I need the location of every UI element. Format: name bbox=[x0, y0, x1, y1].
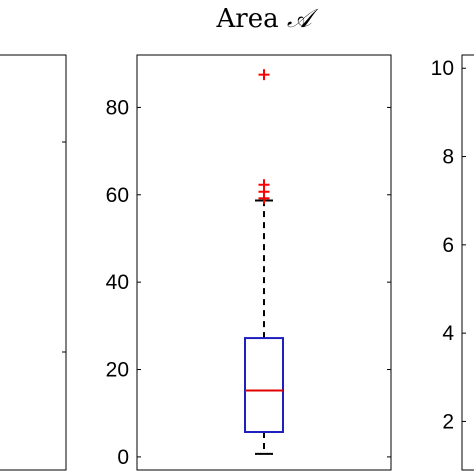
y-tick-label: 10 bbox=[431, 57, 454, 80]
y-tick-label: 6 bbox=[442, 234, 454, 257]
left-plot-panel bbox=[0, 54, 67, 471]
y-tick-label: 20 bbox=[106, 359, 129, 382]
y-tick-label: 60 bbox=[106, 184, 129, 207]
chart-title-symbol: 𝒜 bbox=[287, 4, 319, 34]
outlier-point bbox=[258, 192, 270, 204]
outlier-point bbox=[258, 69, 270, 81]
y-tick-label: 2 bbox=[442, 410, 454, 433]
y-tick-label: 4 bbox=[442, 322, 454, 345]
box-iqr bbox=[244, 337, 284, 433]
chart-title-text: Area bbox=[216, 4, 287, 34]
y-tick-label: 80 bbox=[106, 96, 129, 119]
y-tick-label: 0 bbox=[117, 446, 129, 469]
axes-frame bbox=[461, 54, 474, 471]
right-plot-panel: 2 4 6 8 10 bbox=[431, 54, 474, 471]
y-tick-label: 40 bbox=[106, 271, 129, 294]
axes-frame bbox=[0, 54, 67, 471]
center-plot-panel: 0 20 40 60 80 bbox=[106, 54, 392, 471]
chart-title: Area 𝒜 bbox=[216, 4, 319, 34]
y-tick-label: 8 bbox=[442, 146, 454, 169]
axes-frame bbox=[136, 54, 392, 471]
